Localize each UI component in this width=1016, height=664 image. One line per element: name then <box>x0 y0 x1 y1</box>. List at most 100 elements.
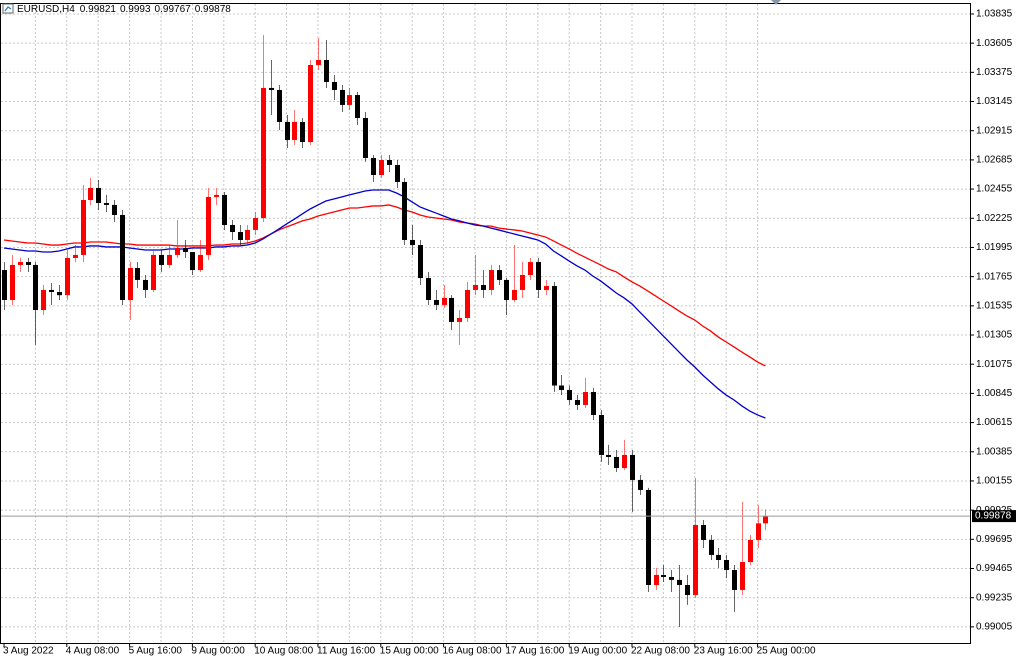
candle-body <box>371 157 376 175</box>
candle-body <box>756 523 761 540</box>
header-high: 0.9993 <box>120 4 151 15</box>
y-tick-label: 0.99235 <box>976 592 1013 603</box>
candle-body <box>308 64 313 143</box>
x-tick-label: 5 Aug 16:00 <box>129 646 183 657</box>
candle-body <box>528 262 533 275</box>
candle-body <box>497 270 502 280</box>
candle-body <box>245 229 250 240</box>
candle-body <box>395 164 400 182</box>
y-tick-label: 1.02455 <box>976 184 1013 195</box>
candle-body <box>473 285 478 290</box>
y-tick-label: 1.00385 <box>976 446 1013 457</box>
candle-body <box>591 391 596 415</box>
candle-body <box>151 254 156 290</box>
candle-body <box>332 81 337 90</box>
candle-body <box>198 254 203 271</box>
candle-body <box>669 577 674 580</box>
candle-body <box>512 289 517 300</box>
candle-body <box>183 247 188 253</box>
candle-body <box>709 539 714 555</box>
candle-body <box>33 264 38 311</box>
candle-body <box>606 454 611 457</box>
moving-average-line <box>3 204 766 367</box>
candle-body <box>230 224 235 232</box>
candle-body <box>677 579 682 586</box>
candle-body <box>614 456 619 469</box>
y-tick-label: 1.03835 <box>976 9 1013 20</box>
candle-body <box>363 118 368 158</box>
y-tick-label: 1.00845 <box>976 388 1013 399</box>
candle-body <box>724 560 729 571</box>
header-close: 0.99878 <box>195 4 232 15</box>
candle-body <box>544 286 549 290</box>
symbol-icon-line <box>4 6 12 12</box>
candle-body <box>238 231 243 240</box>
candle-body <box>253 218 258 230</box>
axes: 1.03835 1.03605 1.03375 1.03145 1.02915 1.026… <box>3 9 1016 657</box>
y-tick-label: 1.01995 <box>976 242 1013 253</box>
y-tick-label: 1.01765 <box>976 271 1013 282</box>
candle-body <box>18 262 23 265</box>
x-tick-label: 4 Aug 08:00 <box>66 646 120 657</box>
y-tick-label: 0.99695 <box>976 534 1013 545</box>
candle-body <box>167 254 172 265</box>
x-tick-label: 3 Aug 2022 <box>3 646 54 657</box>
symbol-icon <box>2 3 14 14</box>
candle-body <box>701 524 706 540</box>
candle-body <box>481 285 486 290</box>
candle-body <box>135 268 140 280</box>
candle-body <box>426 278 431 300</box>
candle-body <box>214 194 219 197</box>
y-tick-label: 1.02225 <box>976 213 1013 224</box>
candle-body <box>379 160 384 175</box>
x-tick-label: 9 Aug 00:00 <box>191 646 245 657</box>
candle-body <box>26 262 31 265</box>
candle-body <box>222 194 227 225</box>
candle-body <box>646 489 651 586</box>
candle-body <box>206 196 211 255</box>
candle-body <box>41 289 46 311</box>
candle-body <box>402 181 407 240</box>
candle-body <box>49 289 54 292</box>
y-tick-label: 1.00615 <box>976 417 1013 428</box>
current-price-box <box>972 510 1016 523</box>
candle-body <box>559 385 564 390</box>
candle-body <box>434 299 439 305</box>
candle-body <box>261 87 266 219</box>
x-tick-label: 15 Aug 00:00 <box>380 646 439 657</box>
marks <box>1 35 970 628</box>
candle-body <box>57 291 62 296</box>
candle-body <box>552 286 557 386</box>
candle-body <box>347 95 352 105</box>
y-tick-label: 1.03375 <box>976 67 1013 78</box>
candle-body <box>340 89 345 105</box>
candle-body <box>504 279 509 300</box>
candle-body <box>654 574 659 586</box>
moving-average-line <box>3 189 766 419</box>
candle-body <box>418 245 423 279</box>
x-tick-label: 17 Aug 16:00 <box>505 646 564 657</box>
candle-body <box>716 554 721 561</box>
candle-body <box>285 121 290 140</box>
candle-body <box>536 262 541 290</box>
candle-body <box>567 389 572 400</box>
candle-body <box>73 254 78 258</box>
candle-body <box>465 289 470 319</box>
candle-body <box>763 516 768 524</box>
y-tick-label: 1.01075 <box>976 359 1013 370</box>
y-tick-label: 1.00155 <box>976 476 1013 487</box>
candle-body <box>355 95 360 119</box>
candle-body <box>104 203 109 205</box>
candle-body <box>81 199 86 255</box>
candle-body <box>575 399 580 405</box>
candle-body <box>449 297 454 322</box>
candle-body <box>143 279 148 290</box>
candle-body <box>277 89 282 122</box>
y-tick-label: 1.02685 <box>976 155 1013 166</box>
candle-body <box>693 524 698 596</box>
y-tick-label: 1.02915 <box>976 125 1013 136</box>
current-price-label: 0.99878 <box>975 511 1012 522</box>
candle-body <box>622 454 627 469</box>
